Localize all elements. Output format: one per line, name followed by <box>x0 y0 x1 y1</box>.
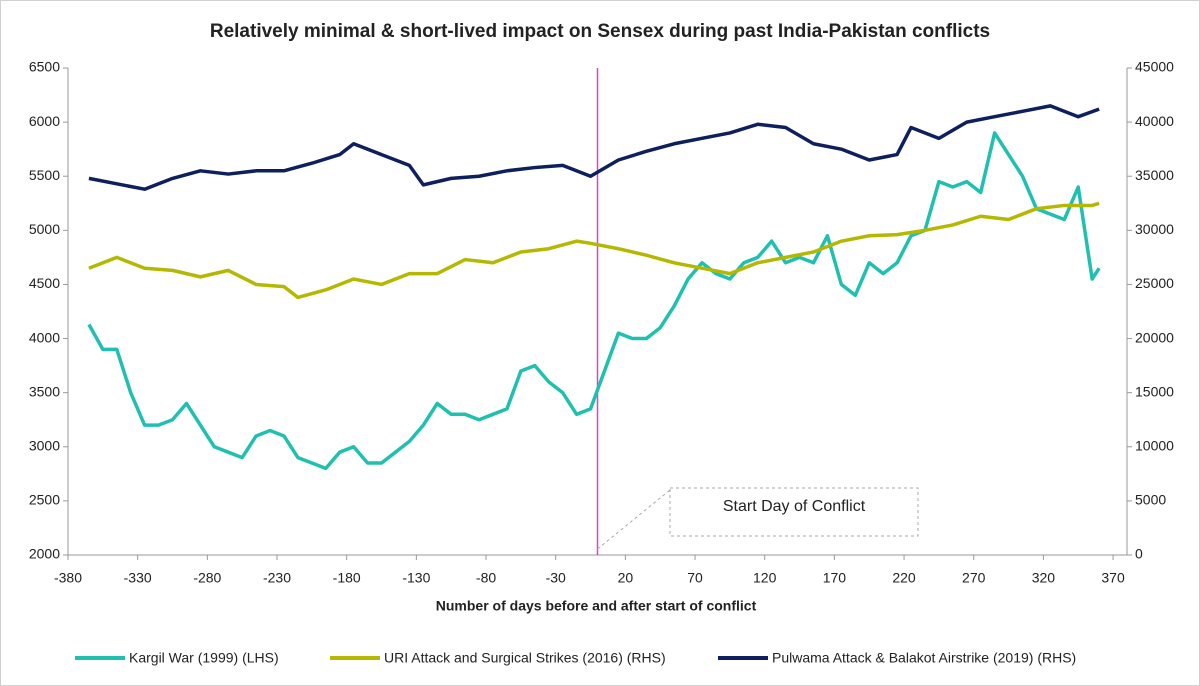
x-tick-label: 20 <box>618 570 634 586</box>
x-tick-label: 320 <box>1032 570 1056 586</box>
series-line <box>87 131 1101 471</box>
callout-box <box>669 487 919 537</box>
x-tick-label: 270 <box>962 570 986 586</box>
y-tick-label: 6000 <box>29 113 60 129</box>
y-tick-label: 2000 <box>29 546 60 562</box>
legend-label: URI Attack and Surgical Strikes (2016) (… <box>384 650 666 666</box>
legend-label: Kargil War (1999) (LHS) <box>129 650 279 666</box>
annotation-text: Start Day of Conflict <box>723 498 866 515</box>
x-tick-label: -380 <box>54 570 82 586</box>
y2-tick-label: 10000 <box>1135 437 1174 453</box>
y2-tick-label: 35000 <box>1135 167 1174 183</box>
y2-tick-label: 20000 <box>1135 329 1174 345</box>
y-tick-label: 2500 <box>29 492 60 508</box>
y2-tick-label: 15000 <box>1135 383 1174 399</box>
y2-tick-label: 0 <box>1135 546 1143 562</box>
series-line <box>88 201 1100 300</box>
x-tick-label: -80 <box>476 570 496 586</box>
y-tick-label: 4500 <box>29 275 60 291</box>
x-tick-label: -330 <box>124 570 152 586</box>
y-tick-label: 3000 <box>29 437 60 453</box>
y-tick-label: 4000 <box>29 329 60 345</box>
y-tick-label: 6500 <box>29 59 60 75</box>
x-tick-label: 370 <box>1101 570 1125 586</box>
x-axis-title: Number of days before and after start of… <box>436 598 757 614</box>
x-tick-label: 170 <box>823 570 847 586</box>
y2-tick-label: 40000 <box>1135 113 1174 129</box>
x-tick-label: -230 <box>263 570 291 586</box>
y-tick-label: 3500 <box>29 383 60 399</box>
y2-tick-label: 25000 <box>1135 275 1174 291</box>
y2-tick-label: 30000 <box>1135 221 1174 237</box>
x-tick-label: 220 <box>892 570 916 586</box>
series-line <box>88 104 1100 191</box>
legend-label: Pulwama Attack & Balakot Airstrike (2019… <box>772 650 1076 666</box>
chart-title: Relatively minimal & short-lived impact … <box>210 21 990 42</box>
y-tick-label: 5000 <box>29 221 60 237</box>
x-tick-label: -30 <box>546 570 566 586</box>
x-tick-label: -130 <box>402 570 430 586</box>
y2-tick-label: 5000 <box>1135 492 1166 508</box>
y2-tick-label: 45000 <box>1135 59 1174 75</box>
x-tick-label: -280 <box>193 570 221 586</box>
x-tick-label: -180 <box>333 570 361 586</box>
x-tick-label: 70 <box>687 570 703 586</box>
x-tick-label: 120 <box>753 570 777 586</box>
y-tick-label: 5500 <box>29 167 60 183</box>
